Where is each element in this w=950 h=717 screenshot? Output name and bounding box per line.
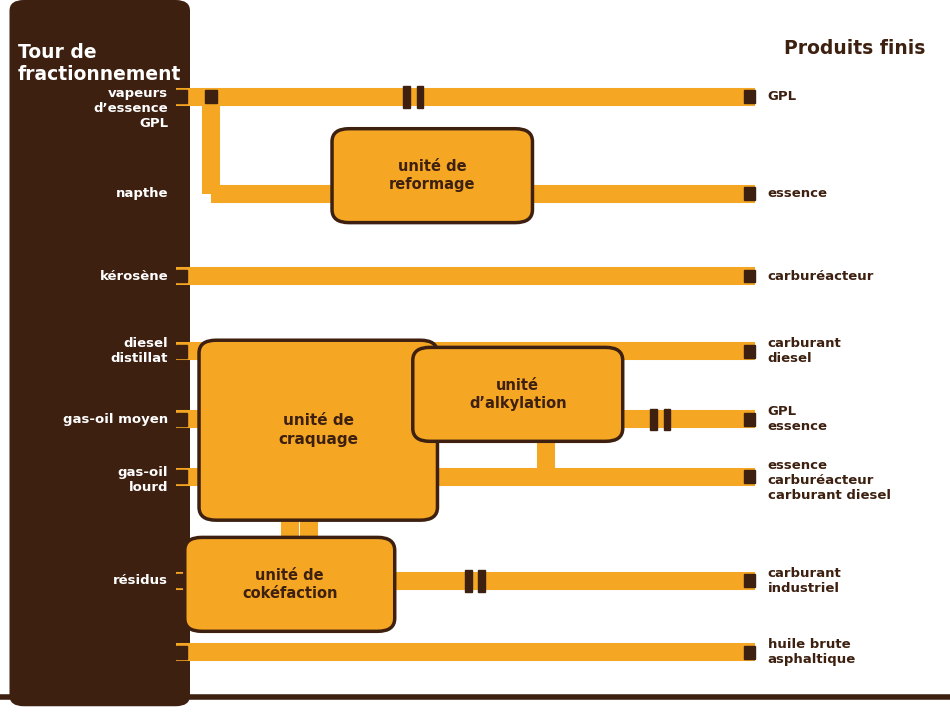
- Text: huile brute
asphaltique: huile brute asphaltique: [768, 638, 856, 667]
- Bar: [744, 90, 755, 103]
- Bar: [176, 270, 187, 282]
- FancyBboxPatch shape: [10, 0, 190, 706]
- Bar: [416, 86, 424, 108]
- Text: kérosène: kérosène: [100, 270, 168, 282]
- Bar: [376, 574, 388, 587]
- FancyBboxPatch shape: [332, 129, 532, 222]
- Text: Produits finis: Produits finis: [784, 39, 925, 58]
- Text: essence: essence: [768, 187, 827, 200]
- Bar: [650, 409, 656, 430]
- Bar: [205, 90, 217, 103]
- Bar: [205, 413, 217, 426]
- Bar: [663, 409, 671, 430]
- FancyBboxPatch shape: [184, 538, 395, 632]
- Bar: [744, 345, 755, 358]
- Text: carburéacteur: carburéacteur: [768, 270, 874, 282]
- Bar: [420, 470, 431, 483]
- Text: napthe: napthe: [116, 187, 168, 200]
- Bar: [176, 646, 187, 659]
- Bar: [515, 187, 525, 200]
- Text: essence
carburéacteur
carburant diesel: essence carburéacteur carburant diesel: [768, 459, 890, 502]
- Bar: [338, 187, 351, 200]
- Bar: [744, 470, 755, 483]
- Bar: [176, 470, 187, 483]
- Bar: [744, 574, 755, 587]
- Bar: [296, 341, 303, 362]
- Bar: [176, 413, 187, 426]
- Text: gas-oil moyen: gas-oil moyen: [63, 413, 168, 426]
- Text: GPL
essence: GPL essence: [768, 405, 827, 434]
- Bar: [744, 413, 755, 426]
- FancyBboxPatch shape: [200, 340, 437, 521]
- Bar: [420, 413, 431, 426]
- Bar: [466, 570, 471, 592]
- Text: résidus: résidus: [113, 574, 168, 587]
- Bar: [191, 574, 203, 587]
- Bar: [744, 270, 755, 282]
- Text: vapeurs
d’essence
GPL: vapeurs d’essence GPL: [93, 87, 168, 130]
- Bar: [283, 341, 289, 362]
- Text: unité de
reformage: unité de reformage: [389, 159, 476, 192]
- Bar: [420, 413, 431, 426]
- Bar: [541, 425, 552, 438]
- Bar: [744, 646, 755, 659]
- Bar: [176, 345, 187, 358]
- Text: unité de
cokéfaction: unité de cokéfaction: [242, 568, 337, 601]
- Text: Tour de
fractionnement: Tour de fractionnement: [18, 43, 181, 84]
- Bar: [254, 538, 260, 556]
- Text: GPL: GPL: [768, 90, 797, 103]
- Bar: [744, 187, 755, 200]
- Bar: [403, 86, 409, 108]
- Bar: [479, 570, 485, 592]
- Bar: [284, 541, 295, 554]
- FancyBboxPatch shape: [412, 347, 623, 441]
- Bar: [176, 574, 187, 587]
- Bar: [205, 470, 217, 483]
- Text: gas-oil
lourd: gas-oil lourd: [118, 466, 168, 495]
- Bar: [284, 505, 295, 518]
- Text: carburant
diesel: carburant diesel: [768, 337, 842, 366]
- Bar: [176, 90, 187, 103]
- Bar: [267, 538, 274, 556]
- Bar: [605, 413, 617, 426]
- Text: unité
d’alkylation: unité d’alkylation: [469, 378, 566, 411]
- Bar: [219, 541, 232, 554]
- Text: carburant
industriel: carburant industriel: [768, 566, 842, 595]
- Text: unité de
craquage: unité de craquage: [278, 414, 358, 447]
- Text: diesel
distillat: diesel distillat: [111, 337, 168, 366]
